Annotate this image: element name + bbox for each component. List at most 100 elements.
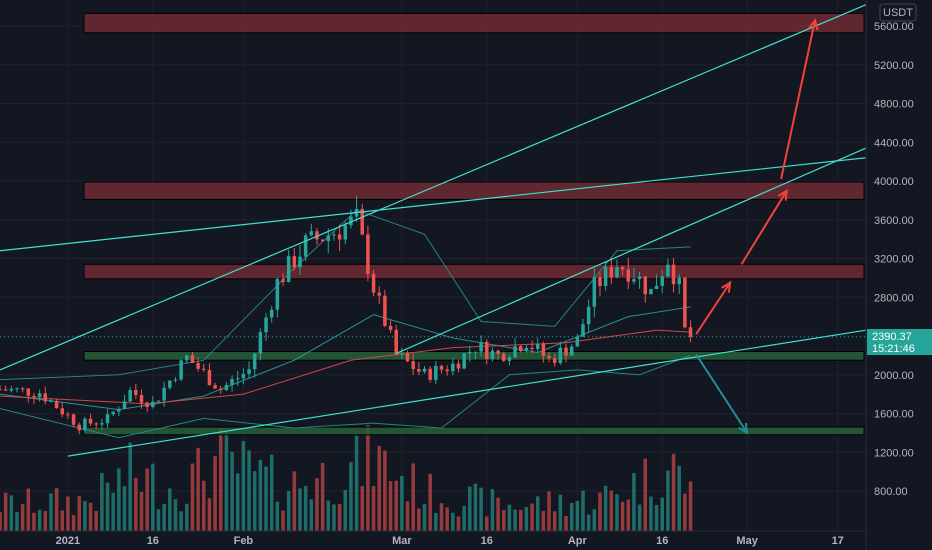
trendline[interactable] [0,157,867,252]
candle-body [224,384,229,391]
trendlines[interactable] [0,4,867,457]
time-axis[interactable]: 2021 16 Feb Mar 16 Apr 16 May 17 [0,530,866,547]
volume-bar [269,454,274,531]
volume-bar [218,427,223,531]
candle-body [230,379,234,385]
price-tick-label: 3200.00 [874,254,914,266]
candle-body [615,267,619,278]
volume-bar [411,463,415,531]
volume-bar [122,486,127,531]
countdown-timer: 15:21:46 [872,343,915,355]
volume-bar [168,488,172,531]
candle-body [649,288,653,295]
candle-body [654,285,659,289]
candle-body [677,277,681,285]
candle-body [620,267,625,270]
volume-bar [298,488,302,531]
candle-body [168,380,172,388]
volume-bar [473,483,478,531]
candle-body [20,388,25,390]
volume-bar [94,510,98,531]
candle-body [422,368,427,372]
volume-bar [552,511,557,531]
candle-body [473,351,478,353]
arrow-head [808,17,819,31]
candle-body [0,389,2,391]
projection-arrows[interactable] [695,17,819,435]
candle-body [439,365,444,370]
volume-bar [128,442,132,531]
volume-bar [609,490,614,531]
current-price-badge: 2390.37 15:21:46 [867,329,932,355]
candle-body [54,400,59,409]
volume-bar [326,500,331,531]
candle-body [456,363,461,369]
price-tick-label: 1600.00 [874,409,914,421]
resistance-zone[interactable] [83,181,865,200]
date-tick-label: 16 [656,535,668,547]
volume-bar [451,512,455,531]
volume-bar [541,510,546,531]
candle-body [598,277,602,287]
bullish-projection-arrow[interactable] [740,190,788,265]
support-zone[interactable] [83,426,865,436]
candle-body [643,276,648,295]
volume-bar [592,509,597,531]
candle-body [507,357,512,361]
volume-bar [77,496,81,531]
volume-bar [105,482,110,531]
volume-bar [671,453,676,531]
volume-bar [569,502,574,531]
trendline[interactable] [395,147,867,354]
candle-body [235,378,240,380]
bullish-projection-arrow[interactable] [780,19,817,180]
volume-bar [264,466,268,531]
candle-body [626,269,631,282]
candle-body [292,256,297,268]
volume-bar [507,504,512,531]
support-zone[interactable] [83,351,865,361]
date-tick-label: Mar [392,535,412,547]
volume-bar [337,503,342,531]
candle-body [320,239,325,242]
candle-body [122,401,127,409]
candle-body [541,343,546,356]
candle-body [360,208,365,235]
bullish-projection-arrow[interactable] [695,282,731,335]
candlesticks [0,195,693,435]
volume-bar [88,502,93,531]
resistance-zone[interactable] [83,12,865,34]
trendline[interactable] [0,4,867,371]
volume-bar [496,497,500,531]
candle-body [88,418,93,424]
volume-bar [252,471,257,531]
volume-bar [3,492,8,531]
candle-body [581,324,585,337]
candle-body [445,369,449,372]
volume-bar [666,470,670,531]
candle-body [518,346,523,352]
trendline[interactable] [67,329,867,457]
volume-bar [485,516,489,531]
volume-bar [241,441,246,531]
volume-bar [235,473,240,531]
price-tick-label: 2800.00 [874,292,914,304]
candle-body [185,355,189,361]
support-resistance-zones[interactable] [83,12,865,436]
candle-body [134,390,138,395]
candle-body [252,353,257,370]
volume-bar [524,507,529,531]
volume-bar [654,505,659,531]
candle-body [173,379,178,381]
candle-body [535,343,540,350]
volume-bar [9,495,14,531]
volume-bar [286,491,291,531]
resistance-zone[interactable] [83,263,865,280]
candle-body [196,363,200,369]
volume-bar [632,473,636,531]
bearish-projection-arrow[interactable] [695,353,748,434]
volume-bar [292,471,297,531]
candle-body [637,276,642,280]
volume-bar [615,494,619,531]
